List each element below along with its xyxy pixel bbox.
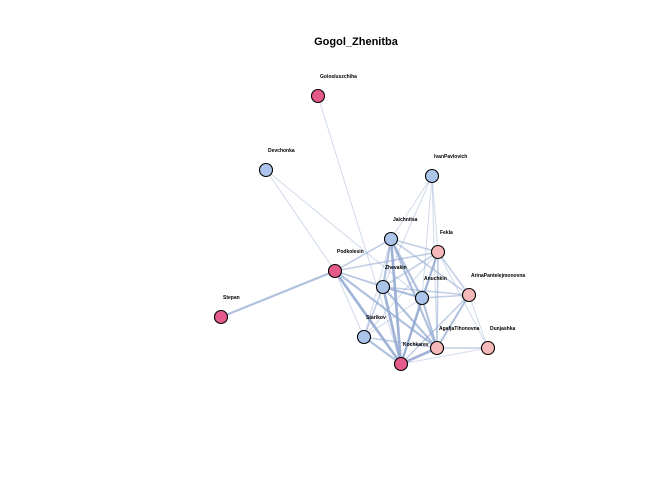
edge-Fekla-Starikov (363, 251, 439, 338)
node-label: Fekla (440, 230, 453, 236)
node-circle (430, 244, 446, 260)
edge-AgafjaTihonovna-Starikov (363, 336, 438, 349)
edge-Jaichnitsa-Fekla (390, 238, 439, 253)
node-Starikov: Starikov (356, 315, 386, 345)
edge-Zhevakin-Starikov (363, 286, 384, 338)
edge-IvanPavlovich-Fekla (431, 175, 439, 253)
edge-Anuchkin-Kochkarev (399, 296, 424, 366)
graph-title: Gogol_Zhenitba (314, 36, 399, 48)
edge-Stepan-Podkolesin (219, 269, 337, 319)
node-label: Golosluszchiha (320, 74, 357, 80)
node-circle (461, 287, 477, 303)
node-circle (429, 340, 445, 356)
node-Stepan: Stepan (213, 295, 240, 325)
node-label: Starikov (366, 315, 386, 321)
edge-Dunjashka-Kochkarev (400, 347, 489, 365)
edge-layer (219, 95, 489, 366)
node-circle (258, 162, 274, 178)
edge-Jaichnitsa-ArinaPantelejmonovna (390, 238, 470, 296)
edge-Jaichnitsa-AgafjaTihonovna (389, 237, 439, 350)
edge-IvanPavlovich-Jaichnitsa (390, 175, 433, 240)
edge-ArinaPantelejmonovna-AgafjaTihonovna (435, 293, 471, 350)
node-Golosluszchiha: Golosluszchiha (310, 74, 357, 104)
edge-Zhevakin-AgafjaTihonovna (381, 285, 439, 350)
node-circle (480, 340, 496, 356)
edge-IvanPavlovich-Anuchkin (421, 175, 433, 299)
edge-Golosluszchiha-Kochkarev (317, 95, 402, 365)
node-Anuchkin: Anuchkin (414, 276, 447, 306)
edge-Zhevakin-Kochkarev (381, 285, 403, 366)
node-circle (310, 88, 326, 104)
edge-Zhevakin-ArinaPantelejmonovna (382, 286, 470, 296)
node-circle (393, 356, 409, 372)
node-circle (327, 263, 343, 279)
node-label: Jaichnitsa (393, 217, 418, 223)
node-Zhevakin: Zhevakin (375, 265, 407, 295)
node-label: Podkolesin (337, 249, 364, 255)
edge-IvanPavlovich-Zhevakin (382, 175, 433, 288)
node-circle (213, 309, 229, 325)
node-circle (375, 279, 391, 295)
node-Dunjashka: Dunjashka (480, 326, 516, 356)
edge-Anuchkin-ArinaPantelejmonovna (421, 294, 470, 299)
edge-Devchonka-Anuchkin (265, 169, 423, 299)
node-label: Zhevakin (385, 265, 407, 271)
edge-Starikov-Kochkarev (362, 335, 403, 366)
edge-Fekla-AgafjaTihonovna (436, 251, 439, 349)
node-label: ArinaPantelejmonovna (471, 273, 525, 279)
node-label: Kochkarev (403, 342, 429, 348)
edge-Devchonka-Podkolesin (265, 169, 336, 272)
edge-Podkolesin-Kochkarev (333, 269, 403, 366)
edge-ArinaPantelejmonovna-Dunjashka (468, 294, 489, 349)
edge-Podkolesin-Jaichnitsa (334, 238, 392, 272)
edge-Anuchkin-AgafjaTihonovna (420, 296, 439, 350)
edge-Jaichnitsa-Zhevakin (381, 237, 393, 289)
node-circle (414, 290, 430, 306)
node-Kochkarev: Kochkarev (393, 342, 429, 372)
node-IvanPavlovich: IvanPavlovich (424, 154, 467, 184)
edge-ArinaPantelejmonovna-Kochkarev (400, 294, 470, 365)
node-circle (356, 329, 372, 345)
node-label: Devchonka (268, 148, 295, 154)
node-Fekla: Fekla (430, 230, 453, 260)
node-label: AgafjaTihonovna (439, 326, 480, 332)
node-ArinaPantelejmonovna: ArinaPantelejmonovna (461, 273, 525, 303)
edge-Fekla-Zhevakin (382, 251, 439, 288)
node-Jaichnitsa: Jaichnitsa (383, 217, 418, 247)
edge-Podkolesin-Zhevakin (334, 270, 384, 288)
node-circle (383, 231, 399, 247)
edge-Podkolesin-Starikov (334, 270, 365, 338)
node-circle (424, 168, 440, 184)
edge-Fekla-ArinaPantelejmonovna (437, 251, 470, 296)
node-label: IvanPavlovich (434, 154, 467, 160)
edge-Podkolesin-AgafjaTihonovna (333, 269, 439, 350)
node-Podkolesin: Podkolesin (327, 249, 364, 279)
node-Devchonka: Devchonka (258, 148, 295, 178)
node-label: Anuchkin (424, 276, 447, 282)
edge-Anuchkin-Starikov (363, 297, 423, 338)
node-label: Stepan (223, 295, 240, 301)
node-layer: Golosluszchiha Devchonka IvanPavlovich Jaic… (213, 74, 525, 372)
node-label: Dunjashka (490, 326, 516, 332)
node-AgafjaTihonovna: AgafjaTihonovna (429, 326, 480, 356)
